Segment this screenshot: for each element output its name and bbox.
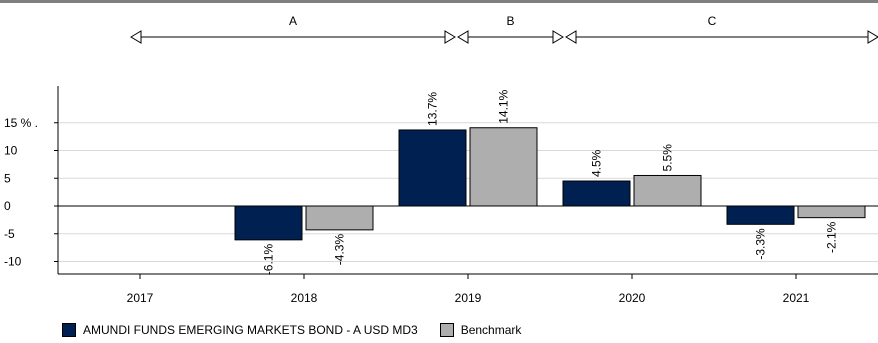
arrow-head xyxy=(867,30,878,44)
period-label: B xyxy=(506,14,514,28)
bar-benchmark xyxy=(469,127,538,207)
y-tick-label: 15 % . xyxy=(4,116,38,130)
period-label: C xyxy=(708,14,717,28)
arrow-head xyxy=(457,30,469,44)
y-tick-label: 10 xyxy=(4,144,18,158)
data-label: -3.3% xyxy=(754,228,768,260)
arrow-head xyxy=(444,30,456,44)
legend-swatch-fund xyxy=(62,323,76,337)
bar-fund xyxy=(562,180,631,207)
x-tick-label: 2017 xyxy=(127,291,154,305)
arrow-head xyxy=(565,30,577,44)
data-label: -4.3% xyxy=(333,234,347,266)
data-label: 13.7% xyxy=(426,92,440,126)
top-rule xyxy=(0,0,878,3)
x-tick-label: 2018 xyxy=(291,291,318,305)
x-tick-label: 2019 xyxy=(455,291,482,305)
bar-benchmark xyxy=(797,205,866,219)
legend-label-fund: AMUNDI FUNDS EMERGING MARKETS BOND - A U… xyxy=(83,323,418,337)
bar-benchmark xyxy=(305,205,374,231)
x-tick-label: 2020 xyxy=(619,291,646,305)
bar-fund xyxy=(234,205,303,241)
bar-benchmark xyxy=(633,174,702,207)
y-tick-label: 0 xyxy=(4,199,11,213)
data-label: -2.1% xyxy=(825,221,839,253)
period-label: A xyxy=(289,14,297,28)
x-tick-label: 2021 xyxy=(783,291,810,305)
data-label: -6.1% xyxy=(262,244,276,276)
y-tick-label: -10 xyxy=(4,255,22,269)
legend-swatch-benchmark xyxy=(439,323,454,337)
arrow-head xyxy=(552,30,564,44)
y-tick-label: -5 xyxy=(4,227,15,241)
data-label: 5.5% xyxy=(661,144,675,172)
data-label: 14.1% xyxy=(497,89,511,123)
legend-label-benchmark: Benchmark xyxy=(460,323,522,337)
y-tick-label: 5 xyxy=(4,171,11,185)
bar-fund xyxy=(398,129,467,207)
legend-item-benchmark: Benchmark xyxy=(439,323,522,337)
bar-fund xyxy=(726,205,795,225)
data-label: 4.5% xyxy=(590,149,604,177)
arrow-head xyxy=(130,30,142,44)
chart-legend: AMUNDI FUNDS EMERGING MARKETS BOND - A U… xyxy=(62,322,543,338)
legend-item-fund: AMUNDI FUNDS EMERGING MARKETS BOND - A U… xyxy=(62,323,418,337)
